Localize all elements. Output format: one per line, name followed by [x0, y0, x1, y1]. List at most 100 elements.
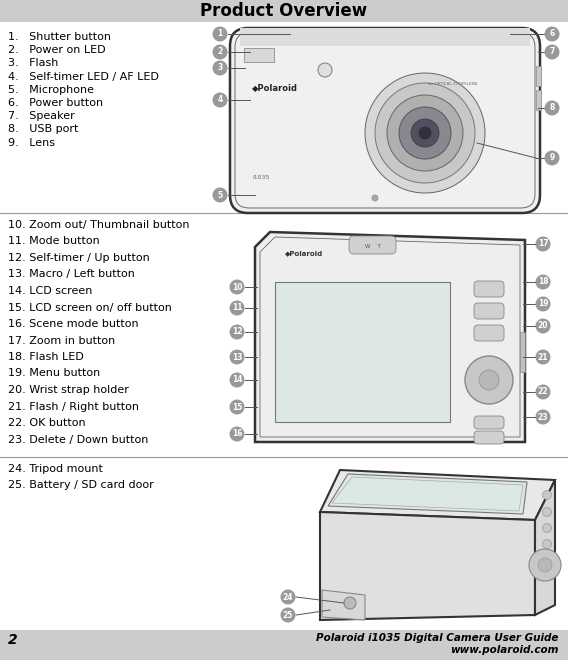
FancyBboxPatch shape — [474, 325, 504, 341]
Circle shape — [365, 73, 485, 193]
Text: 18: 18 — [538, 277, 548, 286]
Text: 11. Mode button: 11. Mode button — [8, 236, 100, 246]
Text: 25: 25 — [283, 610, 293, 620]
Text: 1: 1 — [218, 30, 223, 38]
Text: 3: 3 — [218, 63, 223, 73]
Text: 4.   Self-timer LED / AF LED: 4. Self-timer LED / AF LED — [8, 71, 159, 82]
Circle shape — [387, 95, 463, 171]
Text: 19: 19 — [538, 300, 548, 308]
Circle shape — [399, 107, 451, 159]
Text: 15: 15 — [232, 403, 242, 411]
FancyBboxPatch shape — [474, 416, 504, 429]
Text: 12. Self-timer / Up button: 12. Self-timer / Up button — [8, 253, 150, 263]
Text: 14. LCD screen: 14. LCD screen — [8, 286, 93, 296]
Text: ◆Polaroid: ◆Polaroid — [252, 83, 298, 92]
Circle shape — [529, 549, 561, 581]
Text: 17. Zoom in button: 17. Zoom in button — [8, 335, 115, 345]
Text: 3x OPTICAL ZOOM LENS: 3x OPTICAL ZOOM LENS — [428, 82, 478, 86]
Polygon shape — [535, 480, 555, 615]
Text: 21. Flash / Right button: 21. Flash / Right button — [8, 401, 139, 411]
Text: 22: 22 — [538, 387, 548, 397]
Circle shape — [372, 195, 378, 201]
Text: 3.   Flash: 3. Flash — [8, 58, 59, 69]
Circle shape — [542, 490, 552, 500]
Text: 7.   Speaker: 7. Speaker — [8, 111, 75, 121]
Circle shape — [419, 127, 431, 139]
Text: 2: 2 — [8, 634, 18, 647]
Text: 25. Battery / SD card door: 25. Battery / SD card door — [8, 480, 154, 490]
Text: 10. Zoom out/ Thumbnail button: 10. Zoom out/ Thumbnail button — [8, 220, 190, 230]
Text: 6: 6 — [549, 30, 554, 38]
Text: ◆Polaroid: ◆Polaroid — [285, 250, 323, 256]
Circle shape — [212, 92, 228, 108]
Circle shape — [212, 26, 228, 42]
Circle shape — [545, 26, 559, 42]
Circle shape — [344, 597, 356, 609]
Text: 23. Delete / Down button: 23. Delete / Down button — [8, 434, 148, 444]
Circle shape — [538, 558, 552, 572]
Circle shape — [375, 83, 475, 183]
Text: 8.   USB port: 8. USB port — [8, 124, 78, 135]
Circle shape — [411, 119, 439, 147]
Text: 20. Wrist strap holder: 20. Wrist strap holder — [8, 385, 129, 395]
Bar — [0, 630, 568, 660]
Circle shape — [536, 385, 550, 399]
Text: 1.   Shutter button: 1. Shutter button — [8, 32, 111, 42]
Text: 10: 10 — [232, 282, 242, 292]
Text: 17: 17 — [538, 240, 548, 249]
Text: 24: 24 — [283, 593, 293, 601]
Text: 9: 9 — [549, 154, 554, 162]
Circle shape — [542, 539, 552, 548]
Text: i1035: i1035 — [252, 175, 269, 180]
Circle shape — [229, 426, 244, 442]
Circle shape — [536, 319, 550, 333]
Text: 13. Macro / Left button: 13. Macro / Left button — [8, 269, 135, 279]
Text: 6.   Power button: 6. Power button — [8, 98, 103, 108]
Text: 13: 13 — [232, 352, 242, 362]
Text: 15. LCD screen on/ off button: 15. LCD screen on/ off button — [8, 302, 172, 312]
Circle shape — [229, 300, 244, 315]
Circle shape — [545, 44, 559, 59]
Circle shape — [536, 275, 550, 290]
Bar — [275, 282, 450, 422]
FancyBboxPatch shape — [349, 236, 396, 254]
Polygon shape — [328, 474, 527, 514]
Circle shape — [479, 370, 499, 390]
Text: 12: 12 — [232, 327, 242, 337]
Text: W    T: W T — [365, 244, 381, 249]
Text: 23: 23 — [538, 412, 548, 422]
Circle shape — [318, 63, 332, 77]
Circle shape — [212, 187, 228, 203]
Text: 16: 16 — [232, 430, 242, 438]
Circle shape — [545, 100, 559, 115]
FancyBboxPatch shape — [230, 28, 540, 213]
Bar — [240, 28, 530, 46]
Bar — [0, 0, 568, 22]
Text: Product Overview: Product Overview — [201, 2, 367, 20]
Text: 8: 8 — [549, 104, 555, 112]
Text: 2.   Power on LED: 2. Power on LED — [8, 45, 106, 55]
Circle shape — [281, 589, 295, 605]
Text: 16. Scene mode button: 16. Scene mode button — [8, 319, 139, 329]
Bar — [536, 90, 541, 110]
Text: 24. Tripod mount: 24. Tripod mount — [8, 464, 103, 474]
Circle shape — [536, 350, 550, 364]
Circle shape — [465, 356, 513, 404]
Text: 11: 11 — [232, 304, 242, 312]
Circle shape — [536, 296, 550, 312]
Text: 22. OK button: 22. OK button — [8, 418, 86, 428]
Text: 5: 5 — [218, 191, 223, 199]
Circle shape — [229, 325, 244, 339]
Text: 4: 4 — [218, 96, 223, 104]
Text: 18. Flash LED: 18. Flash LED — [8, 352, 83, 362]
Bar — [244, 48, 274, 62]
Bar — [244, 48, 274, 62]
Circle shape — [229, 399, 244, 414]
Polygon shape — [255, 232, 525, 442]
Text: 14: 14 — [232, 376, 242, 385]
Text: 20: 20 — [538, 321, 548, 331]
Polygon shape — [320, 470, 555, 520]
Circle shape — [229, 350, 244, 364]
Polygon shape — [320, 512, 535, 620]
Text: www.polaroid.com: www.polaroid.com — [450, 645, 558, 655]
